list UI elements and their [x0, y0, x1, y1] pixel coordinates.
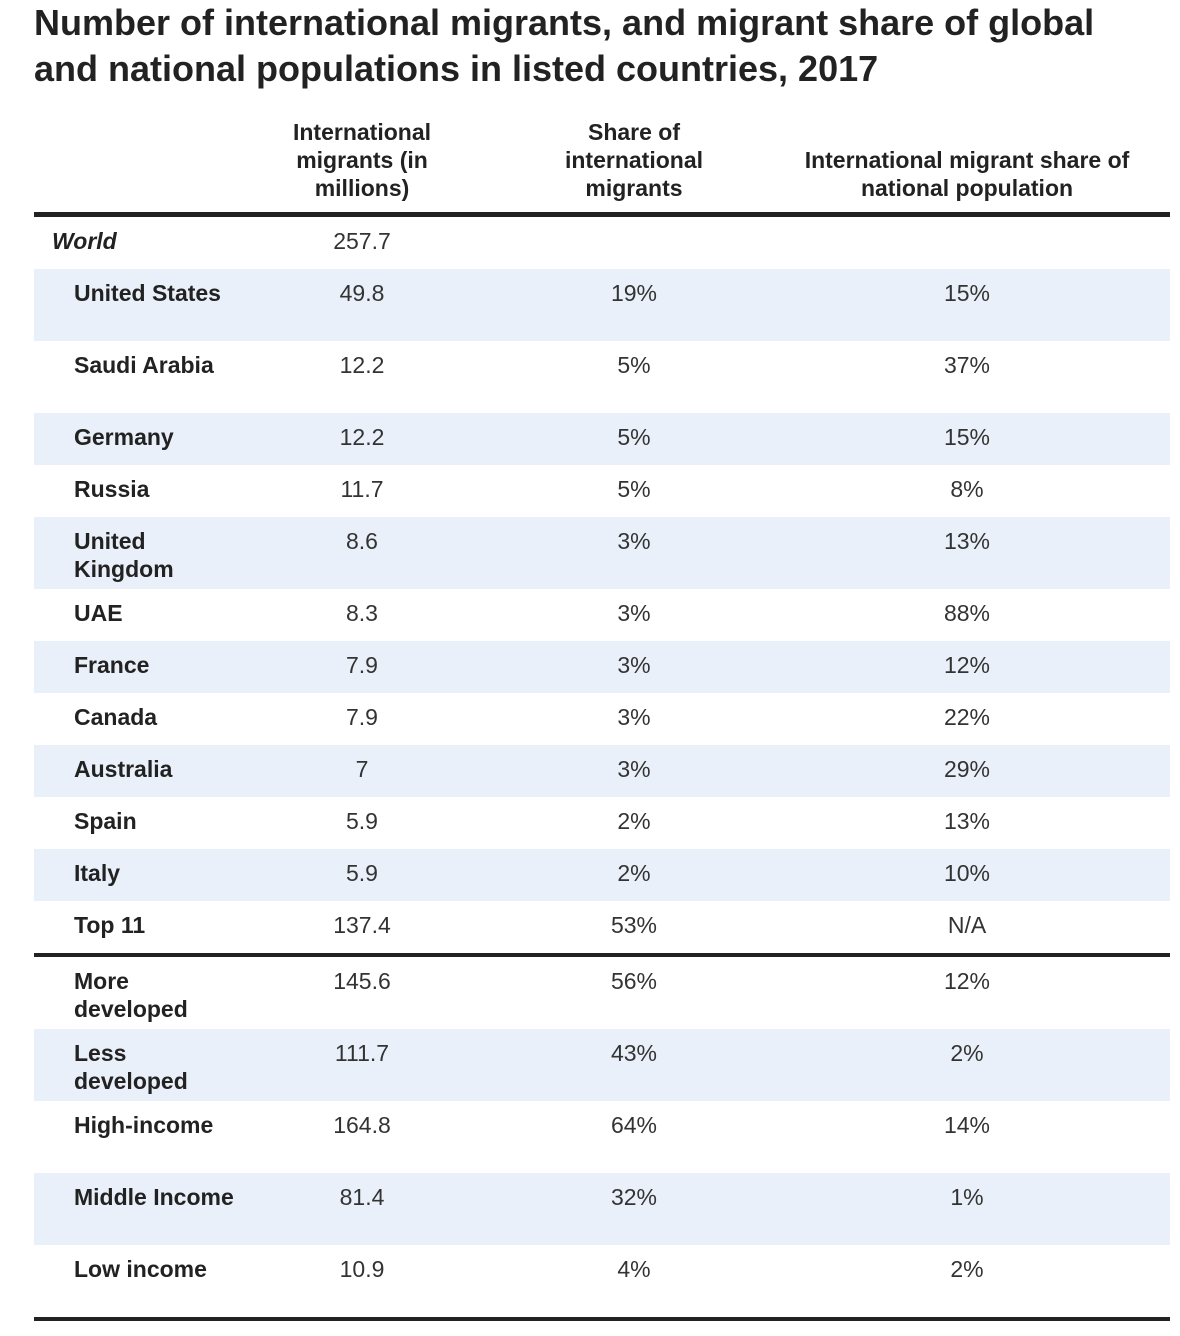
- table-row-low-income: Low income 10.9 4% 2%: [34, 1245, 1170, 1321]
- row-label: Saudi Arabia: [74, 352, 214, 378]
- table-row-italy: Italy 5.9 2% 10%: [34, 849, 1170, 901]
- migrants-value: 111.7: [334, 1040, 390, 1066]
- migrants-value: 10.9: [339, 1256, 385, 1282]
- row-label: Canada: [74, 704, 158, 730]
- table-row-united-states: United States 49.8 19% 15%: [34, 269, 1170, 341]
- share-national-value: 2%: [950, 1256, 984, 1282]
- share-global-value: 43%: [610, 1040, 658, 1066]
- share-national-value: 13%: [943, 808, 991, 834]
- share-global-value: 4%: [617, 1256, 651, 1282]
- table-row-more-developed: More developed 145.6 56% 12%: [34, 957, 1170, 1029]
- row-label: High-income: [74, 1112, 214, 1138]
- row-label: Germany: [74, 424, 174, 450]
- table-row-less-developed: Less developed 111.7 43% 2%: [34, 1029, 1170, 1101]
- row-label: United Kingdom: [74, 528, 174, 582]
- row-label: United States: [74, 280, 221, 306]
- table-row-france: France 7.9 3% 12%: [34, 641, 1170, 693]
- column-header-share-national: International migrant share of national …: [804, 147, 1130, 201]
- migrants-value: 7: [355, 756, 369, 782]
- row-label: France: [74, 652, 150, 678]
- migrants-value: 8.3: [346, 600, 378, 626]
- migrants-value: 81.4: [339, 1184, 385, 1210]
- row-label: Spain: [74, 808, 137, 834]
- share-global-value: 5%: [617, 424, 651, 450]
- migrants-value: 145.6: [333, 968, 391, 994]
- share-national-value: 1%: [950, 1184, 984, 1210]
- row-label: Italy: [74, 860, 121, 886]
- share-national-value: 14%: [943, 1112, 991, 1138]
- share-global-value: 53%: [610, 912, 658, 938]
- table-row-united-kingdom: United Kingdom 8.6 3% 13%: [34, 517, 1170, 589]
- table-row-saudi-arabia: Saudi Arabia 12.2 5% 37%: [34, 341, 1170, 413]
- table-row-high-income: High-income 164.8 64% 14%: [34, 1101, 1170, 1173]
- row-label: Middle Income: [74, 1184, 234, 1210]
- migrants-value: 12.2: [339, 424, 385, 450]
- share-national-value: 29%: [943, 756, 991, 782]
- table-row-middle-income: Middle Income 81.4 32% 1%: [34, 1173, 1170, 1245]
- share-national-value: 15%: [943, 280, 991, 306]
- migrants-value: 12.2: [339, 352, 385, 378]
- share-global-value: 2%: [617, 860, 651, 886]
- migrants-value: 5.9: [346, 808, 378, 834]
- table-row-world: World 257.7: [34, 217, 1170, 269]
- row-label: Low income: [74, 1256, 207, 1282]
- migrants-value: 5.9: [346, 860, 378, 886]
- migrants-value: 8.6: [346, 528, 378, 554]
- row-label: Top 11: [74, 912, 146, 938]
- share-global-value: 2%: [617, 808, 651, 834]
- share-global-value: 56%: [610, 968, 658, 994]
- share-global-value: 3%: [617, 600, 651, 626]
- share-national-value: 13%: [943, 528, 991, 554]
- table-row-spain: Spain 5.9 2% 13%: [34, 797, 1170, 849]
- table-row-australia: Australia 7 3% 29%: [34, 745, 1170, 797]
- migrants-value: 7.9: [346, 704, 378, 730]
- share-national-value: 37%: [943, 352, 991, 378]
- share-national-value: 2%: [950, 1040, 984, 1066]
- table-header: International migrants (in millions) Sha…: [34, 116, 1170, 217]
- share-national-value: 8%: [950, 476, 984, 502]
- share-national-value: N/A: [947, 912, 987, 938]
- column-header-migrants: International migrants (in millions): [292, 119, 431, 201]
- share-global-value: 5%: [617, 476, 651, 502]
- migrants-value: 7.9: [346, 652, 378, 678]
- migrants-value: 164.8: [333, 1112, 391, 1138]
- row-label: Russia: [74, 476, 150, 502]
- table-row-germany: Germany 12.2 5% 15%: [34, 413, 1170, 465]
- migrants-value: 137.4: [333, 912, 391, 938]
- table-row-top-11: Top 11 137.4 53% N/A: [34, 901, 1170, 957]
- row-label: Less developed: [74, 1040, 188, 1094]
- share-national-value: 22%: [943, 704, 991, 730]
- row-label: Australia: [74, 756, 173, 782]
- migrants-value: 257.7: [333, 228, 391, 254]
- migrants-table: International migrants (in millions) Sha…: [34, 116, 1170, 1321]
- table-row-russia: Russia 11.7 5% 8%: [34, 465, 1170, 517]
- share-global-value: 3%: [617, 704, 651, 730]
- table-row-canada: Canada 7.9 3% 22%: [34, 693, 1170, 745]
- migrants-value: 11.7: [340, 476, 384, 502]
- row-label: UAE: [74, 600, 123, 626]
- row-label: World: [52, 228, 117, 254]
- table-body: World 257.7 United States 49.8 19% 15% S…: [34, 217, 1170, 1321]
- column-header-share-global: Share of international migrants: [564, 119, 703, 201]
- share-global-value: 3%: [617, 652, 651, 678]
- share-national-value: 12%: [943, 968, 991, 994]
- share-global-value: 64%: [610, 1112, 658, 1138]
- chart-title: Number of international migrants, and mi…: [34, 2, 1095, 89]
- share-national-value: 15%: [943, 424, 991, 450]
- table-row-uae: UAE 8.3 3% 88%: [34, 589, 1170, 641]
- share-global-value: 3%: [617, 528, 651, 554]
- row-label: More developed: [74, 968, 188, 1022]
- share-national-value: 12%: [943, 652, 991, 678]
- share-national-value: 88%: [943, 600, 991, 626]
- share-global-value: 19%: [610, 280, 658, 306]
- share-global-value: 3%: [617, 756, 651, 782]
- share-national-value: 10%: [943, 860, 991, 886]
- share-global-value: 32%: [610, 1184, 658, 1210]
- share-global-value: 5%: [617, 352, 651, 378]
- migrants-value: 49.8: [339, 280, 385, 306]
